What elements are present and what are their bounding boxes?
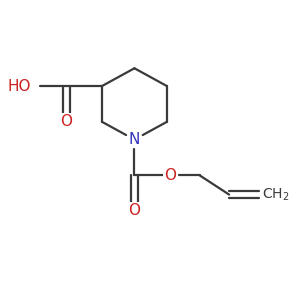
Text: HO: HO — [8, 79, 31, 94]
Text: O: O — [164, 168, 176, 183]
Text: N: N — [129, 132, 140, 147]
Text: CH$_2$: CH$_2$ — [262, 186, 289, 203]
Text: O: O — [60, 114, 72, 129]
Text: O: O — [128, 203, 140, 218]
